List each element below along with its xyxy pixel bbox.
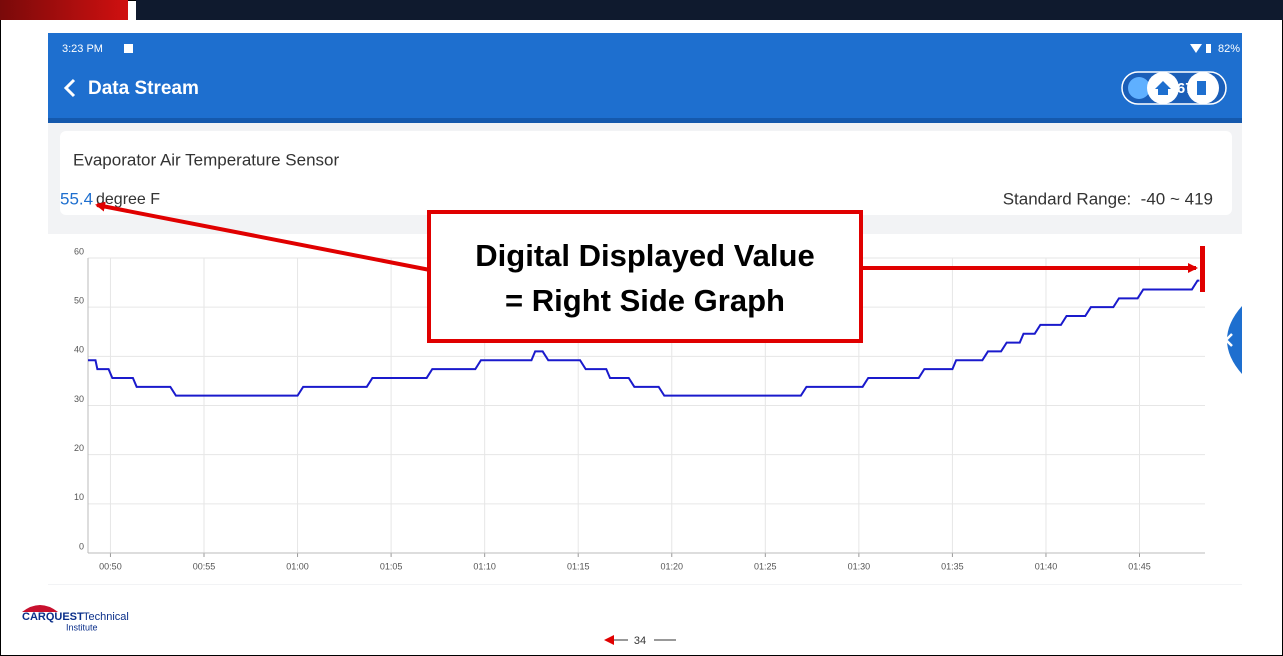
data-line <box>88 279 1200 397</box>
status-icon <box>124 44 133 53</box>
home-icon <box>1155 81 1171 95</box>
annotation-bar <box>1200 246 1205 292</box>
top-bar <box>136 0 1283 20</box>
x-tick-label: 01:05 <box>380 561 403 571</box>
status-time: 3:23 PM <box>62 43 103 55</box>
logo-sub: Institute <box>66 622 98 632</box>
battery-icon <box>1206 44 1211 53</box>
annotation-box <box>427 210 863 343</box>
page-number: 34 <box>634 635 646 647</box>
x-tick-label: 01:00 <box>286 561 309 571</box>
x-tick-label: 01:25 <box>754 561 777 571</box>
back-button[interactable] <box>63 78 76 98</box>
x-tick-label: 01:15 <box>567 561 590 571</box>
sensor-unit: degree F <box>96 191 160 208</box>
top-bar-red <box>0 0 128 20</box>
sensor-name: Evaporator Air Temperature Sensor <box>73 150 339 169</box>
x-tick-label: 01:30 <box>848 561 871 571</box>
y-tick-label: 0 <box>79 541 84 551</box>
side-tab-icon <box>1224 333 1233 347</box>
header-title: Data Stream <box>88 78 199 99</box>
y-tick-label: 60 <box>74 246 84 256</box>
y-tick-label: 10 <box>74 492 84 502</box>
y-tick-label: 20 <box>74 443 84 453</box>
header-shadow <box>48 118 1242 123</box>
sensor-value: 55.4 <box>60 189 93 208</box>
y-tick-label: 50 <box>74 296 84 306</box>
side-tab[interactable] <box>1227 306 1242 374</box>
x-tick-label: 01:40 <box>1035 561 1058 571</box>
y-tick-label: 30 <box>74 394 84 404</box>
wifi-icon <box>1190 44 1202 53</box>
annotation-line2: = Right Side Graph <box>505 283 785 318</box>
x-tick-label: 01:10 <box>473 561 496 571</box>
x-tick-label: 01:35 <box>941 561 964 571</box>
logo-brand: CARQUEST <box>22 611 84 623</box>
sensor-range: Standard Range: -40 ~ 419 <box>1003 189 1213 208</box>
status-battery: 82% <box>1218 43 1240 55</box>
x-tick-label: 00:50 <box>99 561 122 571</box>
exit-icon <box>1197 81 1206 95</box>
annotation-line1: Digital Displayed Value <box>475 238 814 273</box>
x-tick-label: 01:20 <box>660 561 683 571</box>
logo-rest: Technical <box>83 611 129 623</box>
sensor-card <box>60 131 1232 215</box>
y-tick-label: 40 <box>74 345 84 355</box>
logo-mark <box>22 605 58 612</box>
annotation-arrow-left <box>95 201 431 272</box>
app-header <box>48 33 1242 123</box>
x-tick-label: 00:55 <box>193 561 216 571</box>
x-tick-label: 01:45 <box>1128 561 1151 571</box>
voltage-icon <box>1128 77 1150 99</box>
